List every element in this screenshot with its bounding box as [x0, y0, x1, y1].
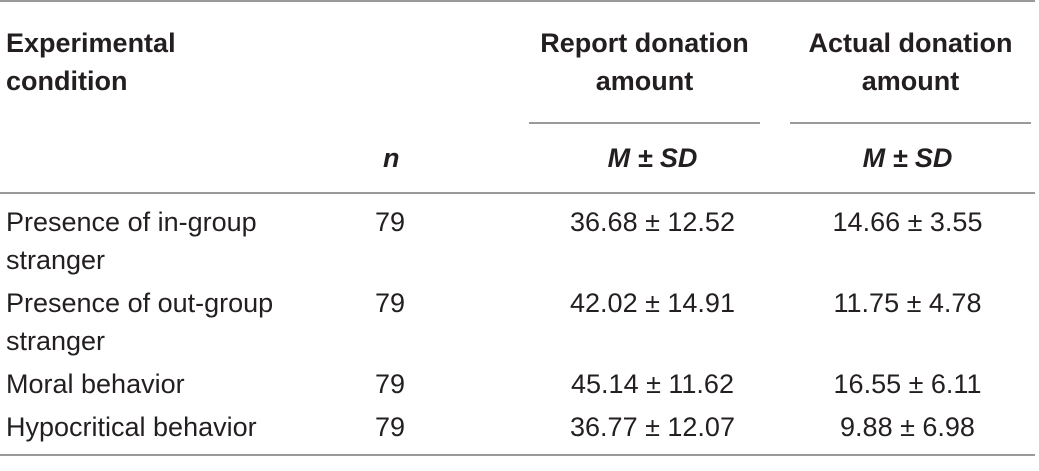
actual-cell: 16.55 ± 6.11: [833, 369, 982, 399]
actual-cell: 14.66 ± 3.55: [832, 207, 983, 237]
donation-table: Experimental condition Report donation a…: [0, 1, 1035, 455]
condition-cell: Presence of in-group stranger: [0, 193, 375, 282]
header-report-donation-text: Report donation amount: [529, 24, 760, 124]
actual-cell: 9.88 ± 6.98: [840, 412, 975, 442]
condition-text: Presence of out-group stranger: [6, 288, 274, 356]
header-row-2: n M ± SD M ± SD: [0, 124, 1035, 193]
condition-cell: Moral behavior: [6, 369, 185, 399]
header-report-m-sd: M ± SD: [607, 143, 698, 173]
header-blank: [0, 124, 375, 193]
n-cell: 79: [375, 369, 406, 399]
header-experimental-condition: Experimental condition: [0, 1, 375, 124]
n-cell: 79: [375, 412, 406, 442]
table-row: Presence of out-group stranger 79 42.02 …: [0, 282, 1035, 363]
table-row: Presence of in-group stranger 79 36.68 ±…: [0, 193, 1035, 282]
header-report-donation-amount: Report donation amount: [525, 1, 780, 124]
report-cell: 42.02 ± 14.91: [570, 288, 735, 318]
report-cell: 36.68 ± 12.52: [570, 207, 735, 237]
n-cell: 79: [375, 207, 406, 237]
condition-cell: Hypocritical behavior: [6, 412, 257, 442]
condition-cell: Presence of out-group stranger: [0, 282, 375, 363]
header-row-1: Experimental condition Report donation a…: [0, 1, 1035, 124]
header-n: n: [383, 143, 400, 173]
condition-text: Presence of in-group stranger: [6, 207, 257, 275]
header-actual-donation-amount: Actual donation amount: [780, 1, 1035, 124]
header-experimental-condition-text: Experimental condition: [6, 28, 176, 96]
report-cell: 36.77 ± 12.07: [570, 412, 735, 442]
header-actual-donation-text: Actual donation amount: [790, 24, 1031, 124]
table-row: Hypocritical behavior 79 36.77 ± 12.07 9…: [0, 406, 1035, 455]
report-cell: 45.14 ± 11.62: [571, 369, 734, 399]
header-actual-m-sd: M ± SD: [862, 143, 953, 173]
header-n-blank: [375, 1, 525, 124]
actual-cell: 11.75 ± 4.78: [833, 288, 982, 318]
n-cell: 79: [375, 288, 406, 318]
table-row: Moral behavior 79 45.14 ± 11.62 16.55 ± …: [0, 363, 1035, 406]
